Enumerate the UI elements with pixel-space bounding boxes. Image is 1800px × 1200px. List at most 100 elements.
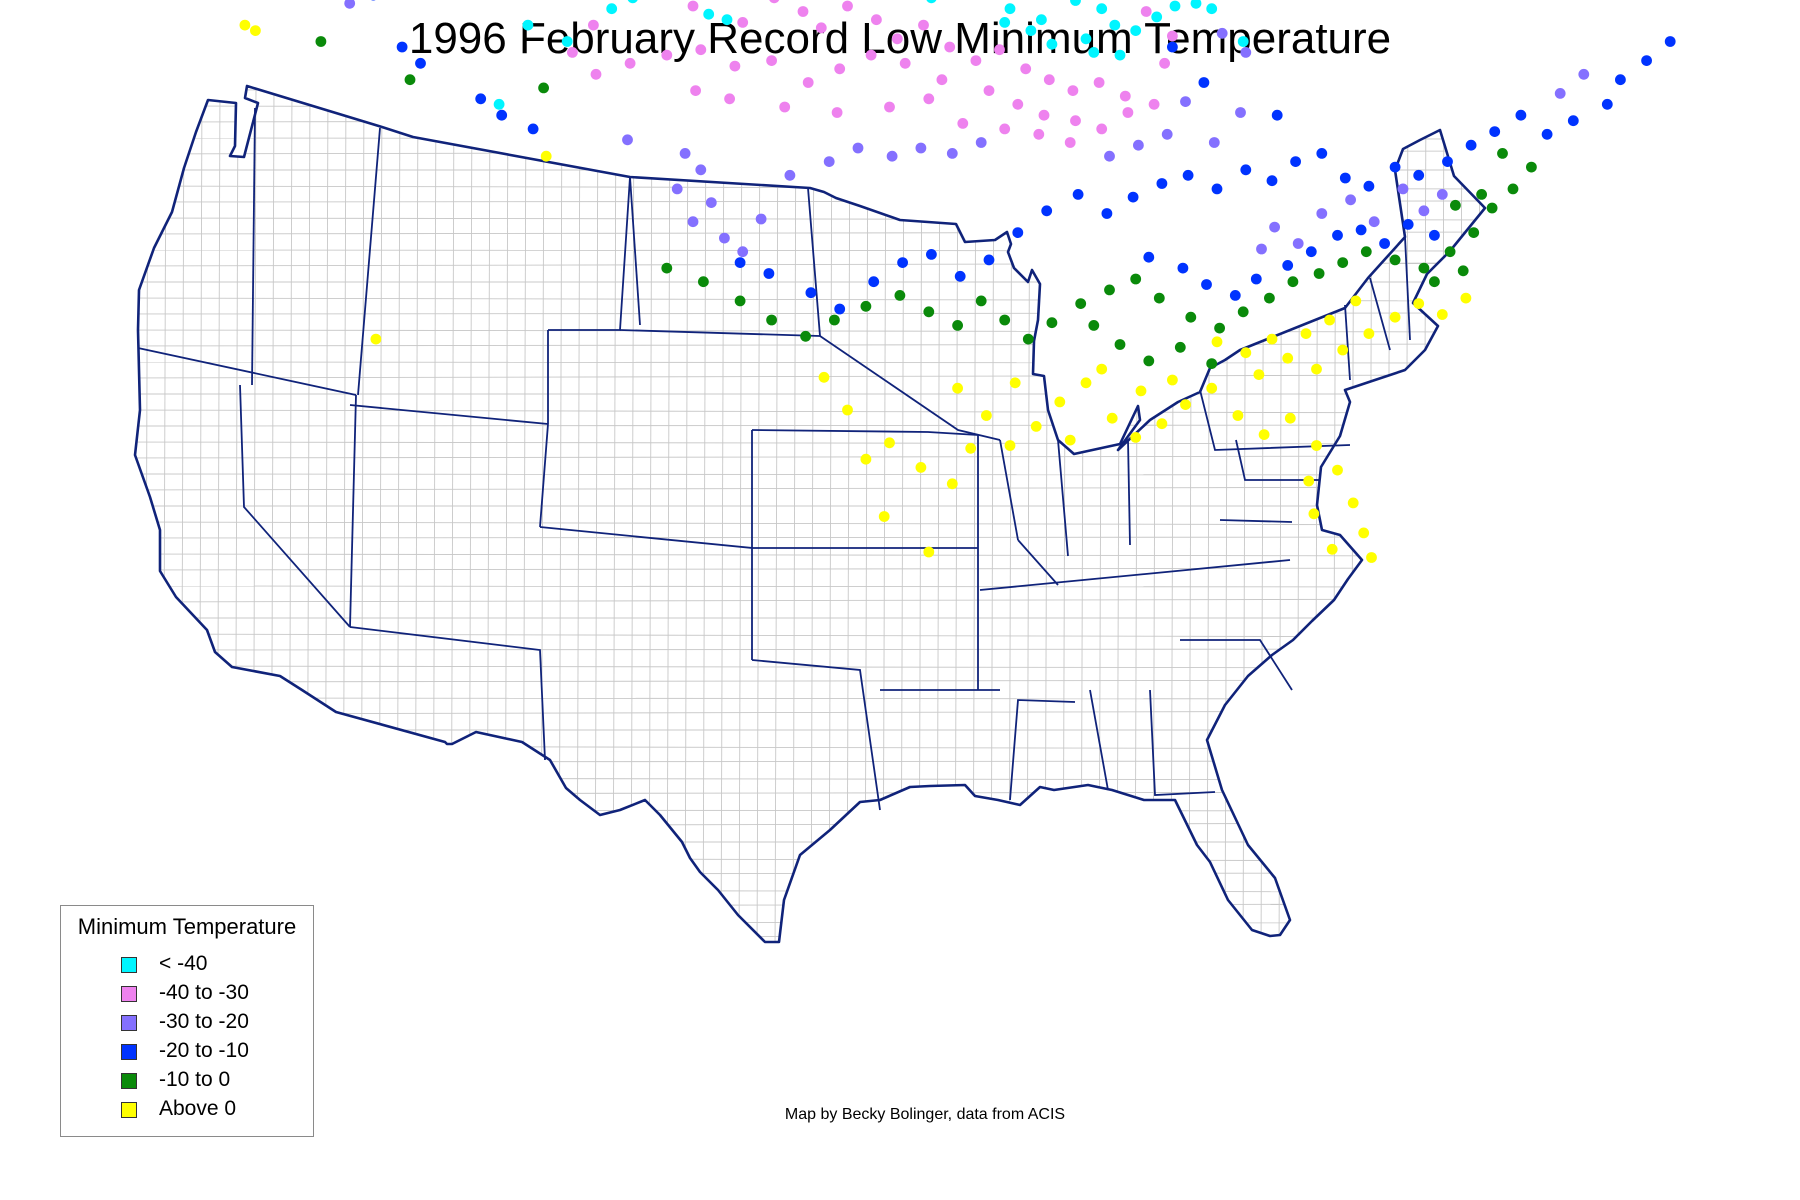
state-border [1404,236,1411,341]
station-dot [396,41,408,53]
station-dot [695,44,707,56]
station-dot [926,0,937,4]
station-dot [1043,74,1055,86]
station-dot [797,6,809,17]
station-dot [737,17,749,28]
station-dot [239,19,251,31]
station-dot [588,19,599,31]
station-dot [1541,128,1553,140]
county-line [162,86,167,942]
county-line [135,521,1485,526]
county-line [135,137,1485,140]
station-dot [1515,109,1527,121]
county-line [1332,86,1337,942]
county-line [1458,86,1463,942]
station-dot [1465,139,1477,151]
station-dot [344,0,356,9]
station-dot [1064,434,1076,446]
station-dot [957,118,969,129]
station-dot [1130,273,1142,285]
station-dot [1169,0,1181,12]
station-dot [1436,189,1448,200]
station-dot [975,137,987,148]
station-dot [527,123,539,135]
county-line [135,409,1485,414]
station-dot [250,25,261,36]
station-dot [1127,191,1139,203]
station-dot [1332,464,1343,476]
station-dot [946,148,958,159]
state-border [1009,699,1076,801]
legend-title: Minimum Temperature [77,914,297,939]
station-dot [1114,339,1126,350]
map-credit: Map by Becky Bolinger, data from ACIS [784,1106,1066,1123]
station-dot [622,134,633,146]
county-line [198,86,203,942]
station-dot [1418,205,1430,217]
station-dot [1366,552,1377,563]
station-dot [540,150,552,162]
station-dot [1339,172,1351,184]
county-line [135,633,1485,638]
county-line [1098,86,1103,942]
station-dot [724,93,735,105]
county-line [135,822,1485,827]
station-dot [1033,128,1045,140]
station-dot [1240,47,1252,58]
county-line [270,86,275,942]
station-dot [915,142,927,154]
station-dot [1567,115,1579,127]
station-dot [1206,358,1218,369]
station-dot [823,156,835,168]
county-line [792,86,797,942]
station-dot [1507,183,1519,195]
county-line [468,86,473,942]
county-line [648,86,653,942]
station-dot [1122,107,1134,118]
station-dot [918,19,929,31]
state-border [1219,519,1293,523]
station-dot [1418,262,1430,274]
station-dot [1429,229,1440,241]
station-dot [1345,194,1356,206]
station-dot [1064,137,1076,148]
station-dot [1235,107,1246,118]
station-dot [1413,169,1425,181]
station-dot [831,107,843,118]
country-outline [133,84,1487,944]
station-dot [926,249,937,260]
county-line [828,86,833,942]
county-line [1116,86,1121,942]
station-dot [1360,246,1372,258]
station-dot [1489,126,1501,137]
station-dot [1041,205,1053,217]
station-dot [606,3,618,15]
station-dot [865,49,877,61]
station-dot [1096,123,1108,135]
station-dot [769,0,780,4]
station-dot [1022,333,1034,345]
county-line [1206,86,1211,942]
station-dot [1271,109,1283,121]
station-dot [1185,311,1197,323]
station-dot [661,49,673,61]
county-line [216,86,221,942]
station-dot [899,57,911,69]
station-dot [590,68,602,80]
county-line [504,86,509,942]
county-line [756,86,761,942]
station-dot [1292,238,1304,249]
station-dot [1093,77,1105,88]
station-dot [561,36,573,47]
county-line [135,455,1485,459]
station-dot [1282,260,1294,271]
station-dot [1363,328,1375,339]
station-dot [923,306,935,318]
county-line [234,86,239,942]
station-dot [1256,243,1267,255]
county-line [135,553,1485,557]
county-line [720,86,725,942]
station-dot [766,55,777,66]
station-dot [719,232,730,244]
